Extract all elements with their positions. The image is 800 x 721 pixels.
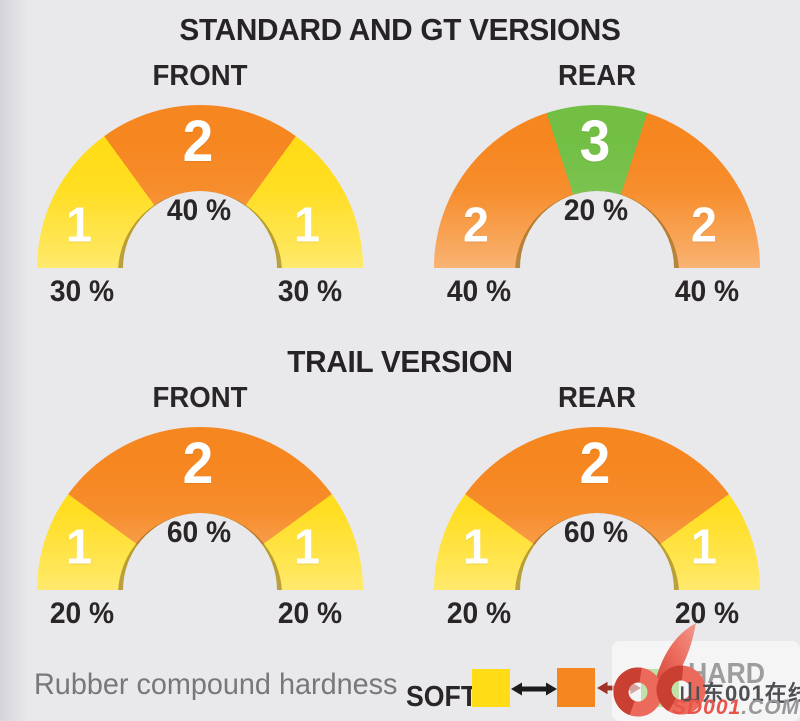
half-donut-gauge: 1 2 1 60 % bbox=[434, 427, 760, 590]
segment-percent-label: 40 % bbox=[446, 275, 512, 308]
segment-grade-label: 2 bbox=[463, 198, 489, 253]
segment-grade-label: 1 bbox=[691, 520, 717, 575]
segment-percent-label: 60 % bbox=[166, 516, 232, 549]
segment-grade-label: 2 bbox=[691, 198, 717, 253]
legend-soft-label: SOFT bbox=[406, 681, 478, 713]
gauge-standard-rear: REAR 2 3 2 20 % 40 % 40 % bbox=[434, 60, 760, 322]
segment-percent-label: 60 % bbox=[563, 516, 629, 549]
gauge-position-label: FRONT bbox=[152, 382, 248, 414]
double-arrow-icon bbox=[511, 682, 557, 696]
watermark-logo-icon bbox=[613, 623, 706, 717]
segment-percent-label: 20 % bbox=[674, 597, 740, 630]
section-title-trail: TRAIL VERSION bbox=[287, 344, 513, 379]
segment-grade-label: 3 bbox=[579, 109, 611, 174]
gauge-position-label: REAR bbox=[557, 382, 637, 414]
watermark-domain: SD001.COM bbox=[672, 696, 800, 720]
gauge-position-label: REAR bbox=[557, 60, 637, 92]
segment-percent-label: 30 % bbox=[49, 275, 115, 308]
segment-percent-label: 30 % bbox=[277, 275, 343, 308]
segment-grade-label: 2 bbox=[579, 431, 611, 496]
legend-swatch-soft bbox=[472, 669, 510, 707]
segment-grade-label: 2 bbox=[182, 109, 214, 174]
segment-percent-label: 40 % bbox=[674, 275, 740, 308]
segment-percent-label: 20 % bbox=[446, 597, 512, 630]
segment-percent-label: 20 % bbox=[49, 597, 115, 630]
half-donut-gauge: 1 2 1 60 % bbox=[37, 427, 363, 590]
segment-grade-label: 1 bbox=[66, 520, 92, 575]
gauge-trail-rear: REAR 1 2 1 60 % 20 % 20 % bbox=[434, 382, 760, 644]
gauge-trail-front: FRONT 1 2 1 60 % 20 % 20 % bbox=[37, 382, 363, 644]
gauge-standard-front: FRONT 1 2 1 40 % 30 % 30 % bbox=[37, 60, 363, 322]
segment-grade-label: 1 bbox=[66, 198, 92, 253]
section-title-standard-gt: STANDARD AND GT VERSIONS bbox=[179, 12, 621, 47]
segment-percent-label: 40 % bbox=[166, 194, 232, 227]
gauge-position-label: FRONT bbox=[152, 60, 248, 92]
segment-grade-label: 1 bbox=[294, 520, 320, 575]
segment-percent-label: 20 % bbox=[277, 597, 343, 630]
legend-swatch-medium bbox=[557, 668, 595, 707]
segment-grade-label: 1 bbox=[294, 198, 320, 253]
segment-percent-label: 20 % bbox=[563, 194, 629, 227]
half-donut-gauge: 1 2 1 40 % bbox=[37, 105, 363, 268]
watermark-domain-main: SD001 bbox=[672, 696, 742, 719]
watermark-domain-suffix: .COM bbox=[741, 696, 800, 719]
watermark-site-name: 山东001在线 bbox=[679, 681, 800, 706]
half-donut-gauge: 2 3 2 20 % bbox=[434, 105, 760, 268]
segment-grade-label: 2 bbox=[182, 431, 214, 496]
segment-grade-label: 1 bbox=[463, 520, 489, 575]
legend-caption: Rubber compound hardness bbox=[34, 668, 398, 701]
